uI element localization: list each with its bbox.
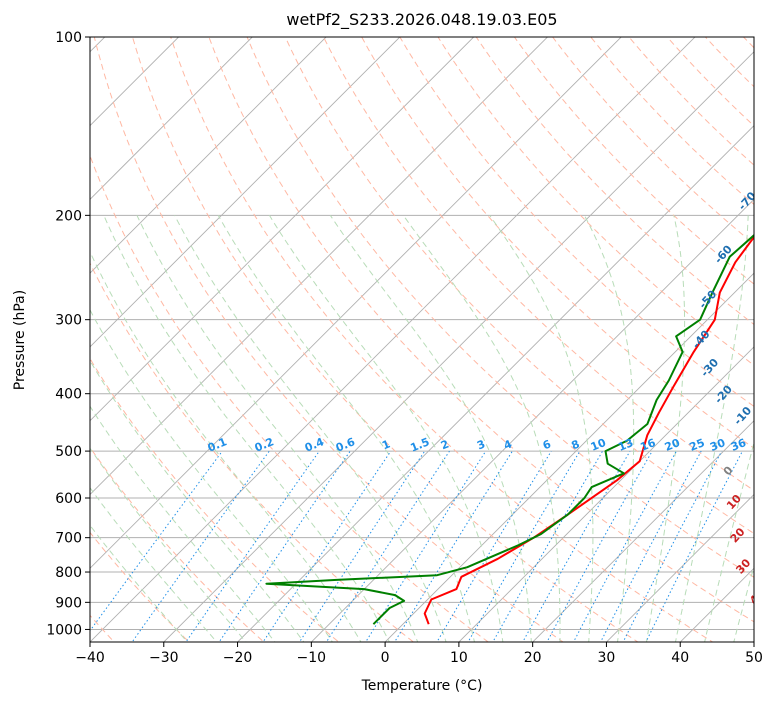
dry-adiabat-line (385, 10, 775, 654)
y-axis-label: Pressure (hPa) (12, 290, 28, 390)
x-tick-label: 30 (598, 650, 616, 666)
moist-adiabat-line (702, 215, 775, 654)
dry-adiabat-line (14, 10, 429, 654)
dry-adiabat-line (236, 10, 775, 654)
mixing-ratio-label: 1 (380, 437, 392, 452)
dry-adiabat-label: -90 (762, 104, 775, 128)
isotherm-line (742, 10, 775, 654)
x-tick-label: 20 (524, 650, 542, 666)
moist-adiabat-line (74, 215, 368, 654)
dewpoint-profile-line (266, 37, 775, 624)
mixing-ratio-line (430, 451, 551, 654)
mixing-ratio-line (178, 451, 320, 654)
mixing-ratio-line (388, 451, 513, 654)
background-lines (0, 10, 775, 654)
y-tick-label: 800 (55, 565, 82, 581)
mixing-ratio-label: 8 (570, 437, 582, 452)
y-tick-label: 600 (55, 491, 82, 507)
dry-adiabat-line (533, 10, 775, 654)
mixing-ratio-label: 6 (541, 437, 553, 452)
dry-adiabat-label: -60 (712, 242, 735, 266)
moist-adiabat-line (645, 215, 685, 654)
mixing-ratio-label: 0.1 (206, 435, 229, 454)
y-tick-label: 400 (55, 387, 82, 403)
y-tick-label: 500 (55, 444, 82, 460)
moist-adiabat-line (175, 215, 450, 654)
mixing-ratio-line (516, 451, 630, 654)
dry-adiabat-line (88, 10, 580, 654)
dry-adiabat-line (162, 10, 732, 654)
dry-adiabat-line (51, 10, 504, 654)
y-tick-label: 100 (55, 30, 82, 46)
dry-adiabat-label: -70 (736, 189, 759, 213)
temperature-profile-line (425, 37, 775, 624)
x-tick-label: −40 (75, 650, 105, 666)
chart-title: wetPf2_S233.2026.048.19.03.E05 (90, 10, 754, 29)
dry-adiabat-line (644, 10, 775, 654)
moist-adiabat-line (673, 215, 748, 654)
moist-adiabat-label: 10 (724, 492, 744, 512)
line-labels: 0.10.20.40.611.52346810131620253036-100-… (206, 62, 775, 607)
dry-adiabat-line (755, 10, 775, 654)
mixing-ratio-line (124, 451, 270, 654)
isotherm-line (0, 10, 427, 654)
dry-adiabat-label: -80 (749, 147, 772, 171)
moist-adiabat-line (731, 215, 775, 654)
moist-adiabat-label: 0 (721, 463, 736, 478)
dry-adiabat-line (422, 10, 775, 654)
y-tick-label: 1000 (46, 622, 82, 638)
y-tick-label: 900 (55, 595, 82, 611)
x-tick-label: −30 (149, 650, 179, 666)
x-tick-label: −20 (223, 650, 253, 666)
moist-adiabat-line (0, 215, 284, 654)
isotherm-line (0, 10, 353, 654)
x-tick-label: −10 (297, 650, 327, 666)
moist-adiabat-line (490, 215, 593, 654)
moist-adiabat-label: 20 (728, 525, 748, 545)
profile-lines (266, 37, 775, 624)
isotherm-line (447, 10, 775, 654)
dry-adiabat-line (718, 10, 775, 654)
dry-adiabat-line (0, 10, 353, 654)
moist-adiabat-line (47, 215, 340, 654)
isotherm-line (0, 10, 279, 654)
dry-adiabat-label: -30 (698, 356, 721, 380)
x-tick-label: 10 (450, 650, 468, 666)
mixing-ratio-label: 0.2 (253, 435, 276, 454)
x-axis-label: Temperature (°C) (90, 678, 754, 694)
moist-adiabat-label: 30 (733, 556, 753, 576)
isotherm-line (521, 10, 775, 654)
mixing-ratio-label: 0.4 (303, 435, 326, 454)
moist-adiabat-line (0, 215, 227, 654)
x-tick-label: 50 (745, 650, 763, 666)
isotherm-line (373, 10, 775, 654)
moist-adiabat-line (137, 215, 423, 654)
mixing-ratio-label: 3 (475, 438, 487, 453)
y-tick-label: 300 (55, 313, 82, 329)
isotherm-line (0, 10, 58, 654)
moist-adiabat-label: 40 (747, 587, 767, 607)
x-tick-label: 0 (381, 650, 390, 666)
moist-adiabat-line (23, 215, 313, 654)
y-tick-label: 700 (55, 531, 82, 547)
mixing-ratio-line (292, 451, 425, 654)
mixing-ratio-line (640, 451, 742, 654)
isotherm-line (0, 10, 501, 654)
dry-adiabat-label: -20 (712, 383, 735, 407)
moist-adiabat-line (269, 215, 504, 654)
x-tick-label: 40 (671, 650, 689, 666)
mixing-ratio-line (319, 451, 450, 654)
y-tick-label: 200 (55, 208, 82, 224)
